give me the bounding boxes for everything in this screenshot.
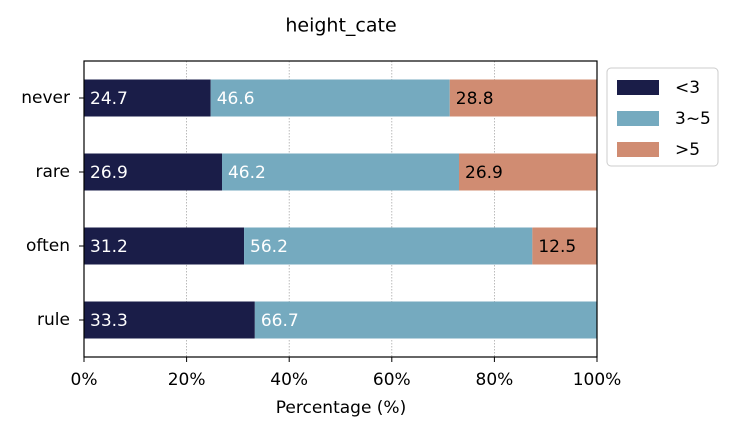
- legend-label: 3~5: [675, 109, 711, 129]
- x-tick-label: 80%: [476, 370, 514, 390]
- value-label: 31.2: [90, 237, 128, 257]
- y-tick-label: often: [26, 236, 70, 256]
- y-tick-label: never: [21, 88, 70, 108]
- value-label: 26.9: [465, 163, 503, 183]
- value-label: 24.7: [90, 89, 128, 109]
- bar-segment: [254, 301, 598, 339]
- y-tick-label: rule: [37, 310, 70, 330]
- x-axis-label: Percentage (%): [276, 398, 406, 418]
- value-label: 28.8: [456, 89, 494, 109]
- bar-segment: [84, 79, 211, 117]
- legend-swatch: [617, 111, 659, 126]
- bar-segment: [449, 79, 598, 117]
- chart-title: height_cate: [285, 15, 396, 37]
- legend-swatch: [617, 142, 659, 157]
- bar-segment: [459, 153, 597, 191]
- legend-label: >5: [675, 140, 700, 160]
- x-tick-label: 0%: [71, 370, 98, 390]
- bar-segment: [244, 227, 533, 265]
- bar-segment: [221, 153, 460, 191]
- value-label: 46.2: [228, 163, 266, 183]
- value-label: 26.9: [90, 163, 128, 183]
- x-tick-label: 100%: [573, 370, 622, 390]
- y-tick-label: rare: [36, 162, 70, 182]
- legend-swatch: [617, 80, 659, 95]
- bar-segment: [84, 301, 255, 339]
- plot-frame: [83, 60, 598, 358]
- value-label: 33.3: [90, 311, 128, 331]
- value-label: 66.7: [261, 311, 299, 331]
- value-label: 56.2: [250, 237, 288, 257]
- x-tick-label: 60%: [373, 370, 411, 390]
- legend-label: <3: [675, 78, 700, 98]
- value-label: 46.6: [217, 89, 255, 109]
- bar-segment: [84, 153, 222, 191]
- value-label: 12.5: [538, 237, 576, 257]
- x-tick-label: 40%: [270, 370, 308, 390]
- bar-segment: [84, 227, 245, 265]
- bar-segment: [532, 227, 597, 265]
- x-tick-label: 20%: [168, 370, 206, 390]
- bar-segment: [210, 79, 450, 117]
